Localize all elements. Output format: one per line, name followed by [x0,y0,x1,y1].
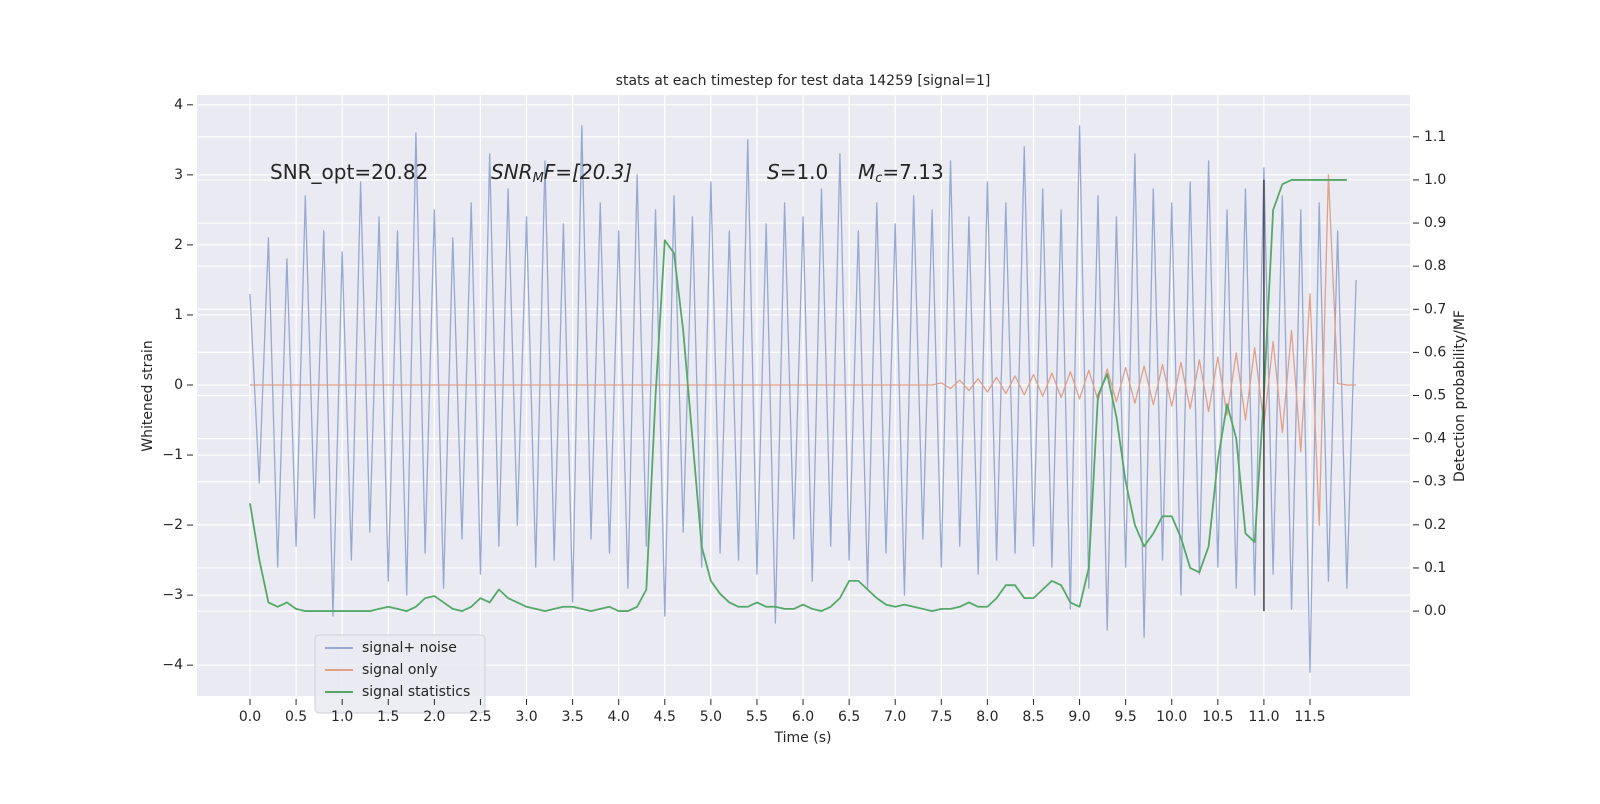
x-tick-label: 2.0 [423,709,445,725]
y2-tick-label: 0.0 [1424,603,1446,619]
y-tick-label: 0 [174,377,183,393]
y-tick-label: −1 [162,447,183,463]
y-tick-label: −3 [162,587,183,603]
series-line [250,174,1357,526]
legend-label: signal statistics [362,684,470,700]
annotation: Mc=7.13 [858,160,944,186]
x-tick-label: 10.0 [1156,709,1187,725]
y2-tick-label: 0.3 [1424,474,1446,490]
y2-tick-label: 0.1 [1424,560,1446,576]
x-tick-label: 4.0 [608,709,630,725]
y2-tick-label: 0.2 [1424,517,1446,533]
x-tick-label: 1.5 [377,709,399,725]
y2-tick-label: 1.0 [1424,172,1446,188]
x-tick-label: 1.0 [331,709,353,725]
x-tick-label: 0.5 [285,709,307,725]
x-tick-label: 6.5 [838,709,860,725]
x-tick-label: 8.0 [976,709,998,725]
marks [249,125,1357,673]
y2-tick-label: 0.8 [1424,258,1446,274]
x-tick-label: 11.0 [1248,709,1279,725]
legend-box [314,634,486,714]
y2-tick-label: 1.1 [1424,129,1446,145]
x-tick-label: 9.5 [1115,709,1137,725]
y-tick-label: −4 [162,657,183,673]
y2-tick-label: 0.7 [1424,301,1446,317]
x-tick-label: 11.5 [1294,709,1325,725]
x-tick-label: 5.0 [700,709,722,725]
x-tick-label: 4.5 [654,709,676,725]
x-tick-label: 3.5 [561,709,583,725]
x-tick-label: 5.5 [746,709,768,725]
y-tick-label: −2 [162,517,183,533]
x-tick-label: 3.0 [515,709,537,725]
y2-tick-label: 0.6 [1424,344,1446,360]
series-line [249,125,1357,673]
y-tick-label: 2 [174,237,183,253]
annotation: SNRMF=[20.3] [491,160,632,186]
legend-label: signal only [362,662,437,678]
x-tick-label: 10.5 [1202,709,1233,725]
annotation: S=1.0 [767,160,828,184]
y2-axis-label: Detection probability/MF [1452,310,1468,482]
y2-tick-label: 0.4 [1424,431,1446,447]
y2-tick-label: 0.9 [1424,215,1446,231]
x-tick-label: 7.5 [930,709,952,725]
y-axis-label: Whitened strain [140,340,156,451]
x-tick-label: 8.5 [1022,709,1044,725]
x-tick-label: 9.0 [1068,709,1090,725]
y-tick-label: 4 [174,97,183,113]
y-tick-label: 1 [174,307,183,323]
y2-tick-label: 0.5 [1424,388,1446,404]
series-line [249,179,1347,612]
legend-label: signal+ noise [362,640,457,656]
x-tick-label: 2.5 [469,709,491,725]
y-tick-label: 3 [174,167,183,183]
x-tick-label: 7.0 [884,709,906,725]
legend: signal+ noise signal only signal statistic… [314,634,486,714]
x-axis-label: Time (s) [774,730,832,746]
x-tick-label: 0.0 [239,709,261,725]
annotation: SNR_opt=20.82 [270,160,428,184]
chart-title: stats at each timestep for test data 142… [616,73,991,89]
x-tick-label: 6.0 [792,709,814,725]
